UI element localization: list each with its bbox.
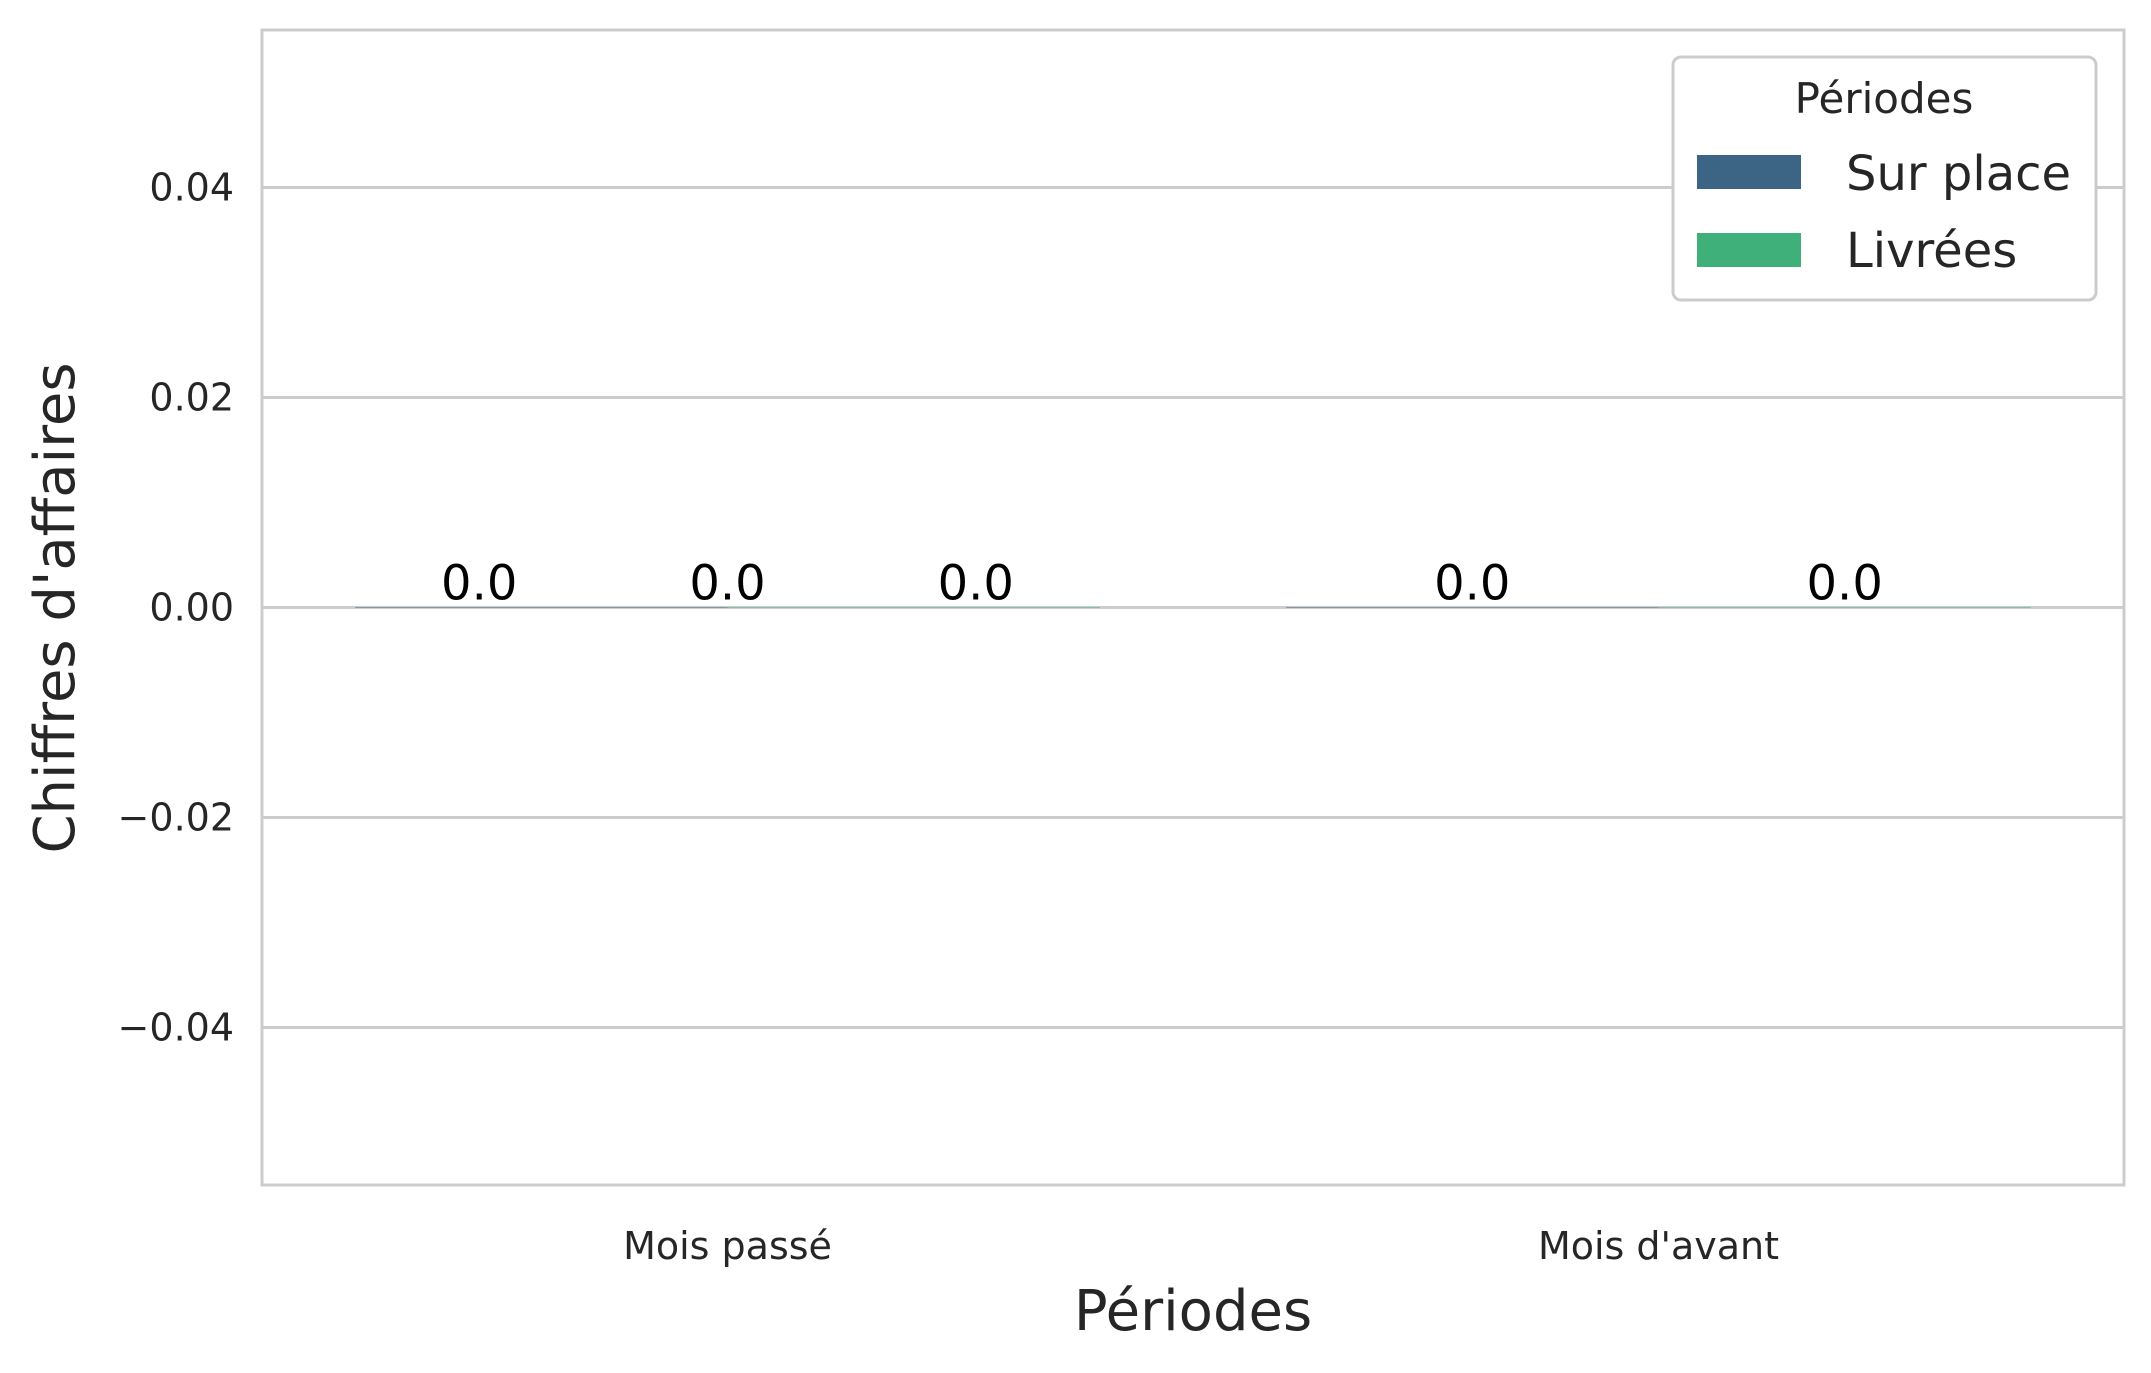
bar: [1658, 607, 2031, 608]
bar-value-label: 0.0: [441, 556, 517, 612]
legend-label-livrees: Livrées: [1846, 223, 2017, 279]
bar-labels: 0.0 0.0 0.0 0.0 0.0: [441, 556, 1883, 612]
y-tick-label: 0.02: [149, 376, 234, 420]
bar-value-label: 0.0: [689, 556, 765, 612]
legend-title: Périodes: [1795, 74, 1974, 123]
x-tick-label: Mois passé: [623, 1224, 832, 1268]
legend-swatch-sur-place: [1697, 155, 1801, 189]
y-axis-ticks: −0.04 −0.02 0.00 0.02 0.04: [118, 166, 234, 1050]
legend-label-sur-place: Sur place: [1846, 146, 2071, 202]
x-tick-label: Mois d'avant: [1538, 1224, 1779, 1268]
bar: [355, 607, 728, 608]
legend-swatch-livrees: [1697, 233, 1801, 267]
y-tick-label: 0.00: [149, 586, 234, 630]
y-tick-label: 0.04: [149, 166, 234, 210]
x-axis-ticks: Mois passé Mois d'avant: [623, 1224, 1779, 1268]
x-axis-title: Périodes: [1074, 1279, 1312, 1344]
y-tick-label: −0.04: [118, 1006, 234, 1050]
bar-value-label: 0.0: [1434, 556, 1510, 612]
bar: [1286, 607, 1659, 608]
y-axis-title: Chiffres d'affaires: [23, 362, 88, 853]
legend: Périodes Sur place Livrées: [1671, 55, 2098, 302]
bars: [355, 607, 2031, 608]
bar: [727, 607, 1100, 608]
bar-value-label: 0.0: [938, 556, 1014, 612]
y-tick-label: −0.02: [118, 796, 234, 840]
plot-frame: [260, 28, 2126, 1187]
bar-value-label: 0.0: [1807, 556, 1883, 612]
